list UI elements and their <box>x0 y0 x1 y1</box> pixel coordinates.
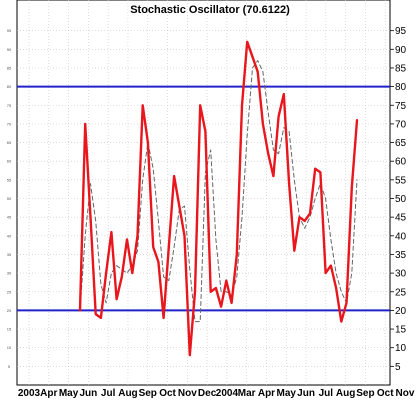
x-tick-label: Apr <box>258 388 275 399</box>
y-tick-label: 35 <box>395 250 407 261</box>
x-tick-label: Jun <box>297 388 315 399</box>
y-tick-label: 75 <box>395 101 407 112</box>
y-tick-label: 40 <box>395 231 407 242</box>
y-tick-label-left: 35 <box>7 252 12 257</box>
y-tick-label: 5 <box>395 362 401 373</box>
y-tick-label: 65 <box>395 138 407 149</box>
x-tick-label: Dec <box>198 388 217 399</box>
x-tick-label: 2003 <box>18 388 41 399</box>
y-tick-label: 25 <box>395 287 407 298</box>
y-tick-label-left: 70 <box>7 121 12 126</box>
x-tick-label: Oct <box>377 388 394 399</box>
y-tick-label-left: 65 <box>7 140 12 145</box>
chart-title: Stochastic Oscillator (70.6122) <box>130 4 290 16</box>
y-tick-label-left: 25 <box>7 289 12 294</box>
x-tick-label: Mar <box>238 388 256 399</box>
x-axis-ticks: 2003 Apr May Jun Jul Aug Sep Oct Nov Dec 2004 Mar Ap… <box>18 388 415 399</box>
x-tick-label: Aug <box>118 388 137 399</box>
y-tick-label: 85 <box>395 63 407 74</box>
stochastic-line-series <box>78 40 359 357</box>
plot-area <box>16 0 391 386</box>
y-tick-label: 30 <box>395 269 407 280</box>
y-tick-label-left: 20 <box>7 308 12 313</box>
x-tick-label: Sep <box>356 388 374 399</box>
y-tick-label: 20 <box>395 306 407 317</box>
y-tick-label-left: 15 <box>7 327 12 332</box>
y-tick-label-left: 85 <box>7 65 12 70</box>
y-tick-label-left: 10 <box>7 345 12 350</box>
y-tick-label-left: 90 <box>7 47 12 52</box>
y-tick-label-left: 30 <box>7 271 12 276</box>
y-tick-label-left: 45 <box>7 215 12 220</box>
y-tick-label-left: 80 <box>7 84 12 89</box>
y-tick-label-left: 40 <box>7 233 12 238</box>
x-tick-label: 2004 <box>216 388 239 399</box>
x-tick-label: May <box>59 388 79 399</box>
x-tick-label: Oct <box>159 388 176 399</box>
y-tick-label-left: 60 <box>7 159 12 164</box>
y-tick-label: 55 <box>395 175 407 186</box>
y-axis-ticks: 5510101515202025253030353540404545505055… <box>7 26 407 373</box>
y-tick-label: 15 <box>395 325 407 336</box>
y-tick-label: 80 <box>395 82 407 93</box>
x-tick-label: Nov <box>178 388 197 399</box>
x-tick-label: Apr <box>40 388 57 399</box>
y-tick-label: 70 <box>395 119 407 130</box>
y-tick-label: 10 <box>395 343 407 354</box>
y-tick-label-left: 5 <box>8 364 11 369</box>
y-tick-label-left: 95 <box>7 28 12 33</box>
y-tick-label-left: 75 <box>7 103 12 108</box>
x-tick-label: Nov <box>396 388 415 399</box>
x-tick-label: Jul <box>101 388 116 399</box>
y-tick-label: 60 <box>395 157 407 168</box>
x-tick-label: Jun <box>79 388 97 399</box>
x-tick-label: Aug <box>336 388 355 399</box>
x-tick-label: May <box>277 388 297 399</box>
y-tick-label: 45 <box>395 213 407 224</box>
y-tick-label: 90 <box>395 45 407 56</box>
y-tick-label: 50 <box>395 194 407 205</box>
x-tick-label: Sep <box>139 388 157 399</box>
x-tick-label: Jul <box>319 388 334 399</box>
y-tick-label-left: 50 <box>7 196 12 201</box>
y-tick-label: 95 <box>395 26 407 37</box>
y-tick-label-left: 55 <box>7 177 12 182</box>
series-lines <box>78 40 359 357</box>
